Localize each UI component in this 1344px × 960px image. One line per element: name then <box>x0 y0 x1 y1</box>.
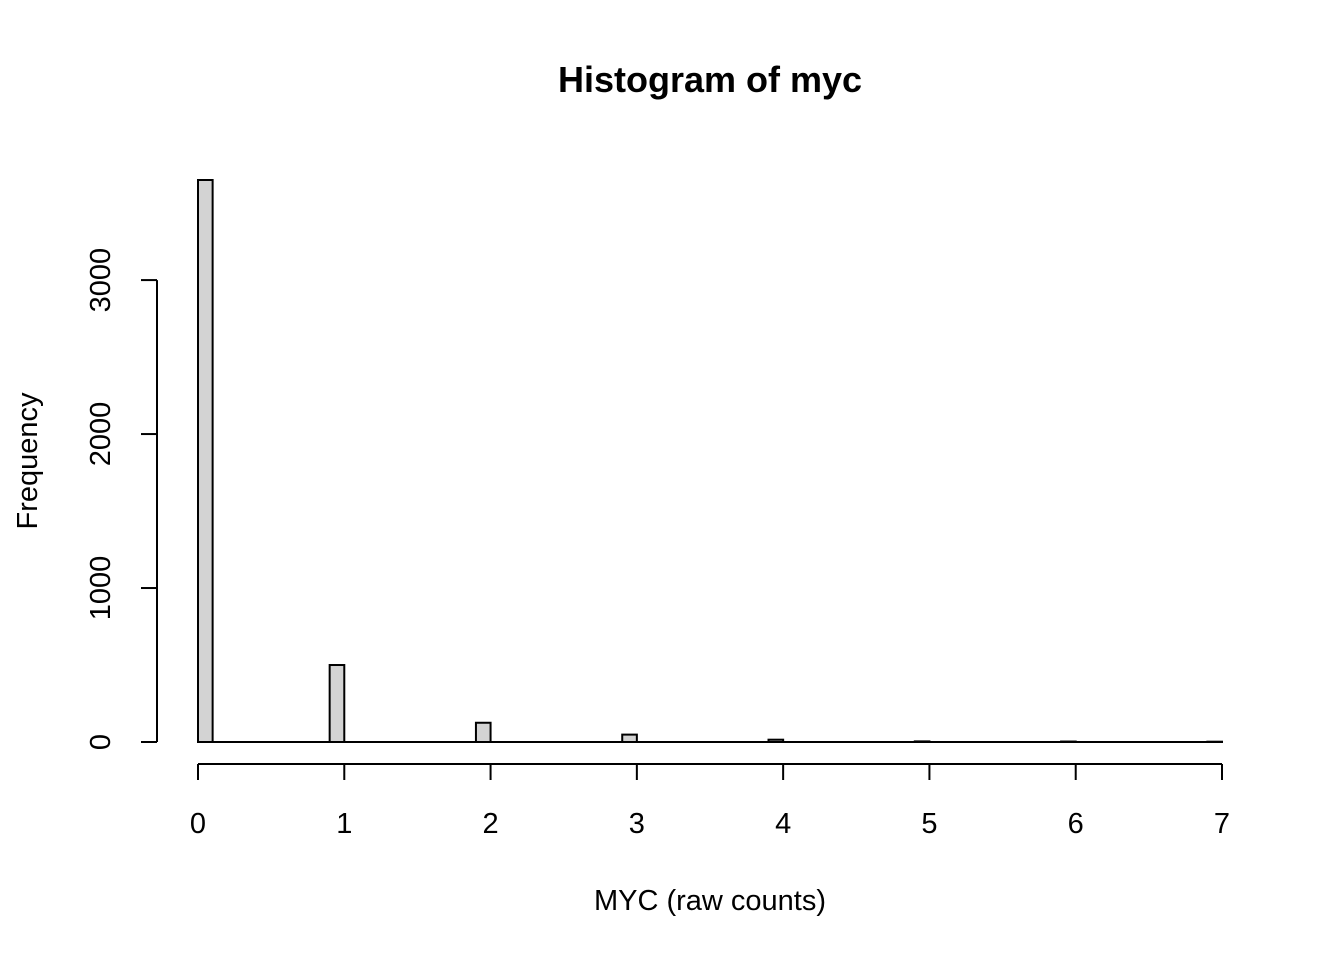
histogram-bar-4 <box>767 738 785 744</box>
x-tick-label: 1 <box>336 808 352 840</box>
x-tick-label: 3 <box>629 808 645 840</box>
y-tick-label: 1000 <box>85 556 117 621</box>
x-tick-label: 6 <box>1068 808 1084 840</box>
histogram-bar-0 <box>197 179 214 743</box>
y-axis: 0 1000 2000 3000 <box>85 248 158 750</box>
x-tick-label: 4 <box>775 808 791 840</box>
histogram-bar-3 <box>621 733 638 743</box>
bars-group <box>197 179 1224 744</box>
y-tick-label: 3000 <box>85 248 117 313</box>
y-axis-label: Frequency <box>12 392 44 530</box>
x-tick-label: 7 <box>1214 808 1230 840</box>
x-tick-label: 2 <box>483 808 499 840</box>
x-tick-label: 0 <box>190 808 206 840</box>
y-tick-label: 2000 <box>85 402 117 467</box>
chart-title: Histogram of myc <box>558 59 862 100</box>
histogram-bar-1 <box>328 664 346 743</box>
x-axis-label: MYC (raw counts) <box>594 885 826 917</box>
histogram-bar-5 <box>913 740 931 743</box>
histogram-bar-2 <box>474 721 492 743</box>
x-axis: 0 1 2 3 4 5 6 7 <box>190 763 1230 840</box>
y-tick-label: 0 <box>85 734 117 750</box>
x-tick-label: 5 <box>921 808 937 840</box>
